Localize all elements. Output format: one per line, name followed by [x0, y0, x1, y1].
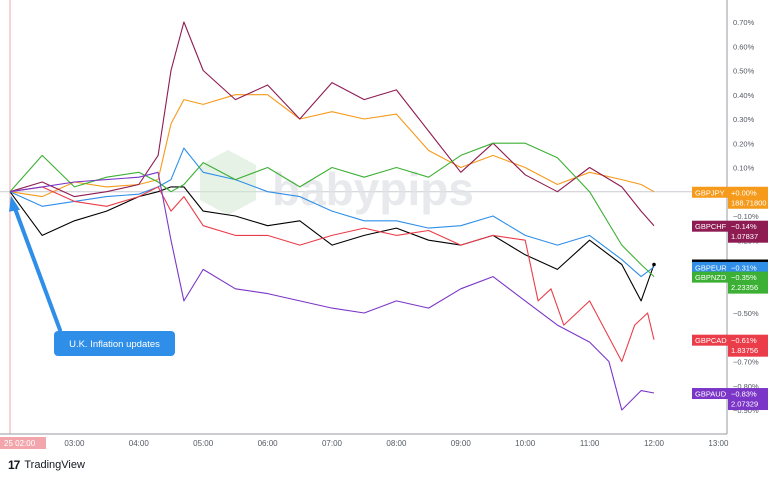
y-tick-label: −0.90% [733, 406, 759, 415]
pair-price-label: 1.07837 [731, 232, 758, 241]
pair-name-label: GBPNZD [695, 273, 727, 282]
pair-price-label: 2.07329 [731, 400, 758, 409]
y-tick-label: −0.50% [733, 309, 759, 318]
grid [0, 0, 727, 434]
y-tick-label: −0.70% [733, 358, 759, 367]
annotation-box [54, 331, 175, 356]
pair-name-label: GBPCHF [695, 222, 727, 231]
y-tick-label: −0.10% [733, 212, 759, 221]
x-tick-label: 11:00 [580, 439, 600, 448]
watermark-text: babypips [272, 163, 474, 215]
pair-percent-label: −0.14% [731, 222, 757, 231]
pair-percent-label: −0.61% [731, 336, 757, 345]
x-tick-label: 10:00 [515, 439, 536, 448]
tradingview-attribution: 17 TradingView [8, 458, 85, 472]
watermark-logo-icon [200, 150, 256, 215]
pair-percent-label: +0.00% [731, 188, 757, 197]
last-point-dot [652, 262, 656, 267]
series-line-gbpeur [9, 147, 655, 278]
y-tick-label: 0.30% [733, 115, 755, 124]
tradingview-logo-icon: 17 [8, 458, 20, 472]
annotation-arrow-line [12, 203, 62, 332]
babypips-watermark: babypips [200, 150, 474, 215]
y-tick-label: −0.80% [733, 382, 759, 391]
series-lines [9, 21, 656, 411]
pair-value-box [728, 334, 768, 357]
pair-name-box [692, 261, 728, 273]
y-tick-label: 0.60% [733, 42, 755, 51]
tradingview-label: TradingView [24, 459, 85, 471]
pair-price-label: 188.71800 [731, 198, 766, 207]
pair-percent-label: −0.31% [731, 263, 757, 272]
y-tick-label: 0.40% [733, 91, 755, 100]
pair-price-label: 2.23356 [731, 283, 758, 292]
series-price-labels: GBPJPY +0.00%188.71800 GBPCHF −0.14%1.07837… [692, 186, 768, 411]
series-line-gbpchf [9, 21, 655, 227]
pair-value-box [728, 388, 768, 411]
pair-price-label: 1.83756 [731, 346, 758, 355]
pair-value-box [728, 271, 768, 294]
x-tick-label: 06:00 [258, 439, 279, 448]
pair-percent-label: −0.35% [731, 273, 757, 282]
series-line-gbpcad [9, 186, 655, 363]
pair-name-label: GBPCAD [695, 336, 727, 345]
x-tick-label: 13:00 [708, 439, 729, 448]
x-tick-label: 05:00 [193, 439, 214, 448]
x-tick-label: 08:00 [386, 439, 407, 448]
pair-value-box [728, 186, 768, 209]
annotation-text: U.K. Inflation updates [69, 339, 160, 350]
y-tick-label: 0.20% [733, 139, 755, 148]
pair-percent-label: −0.83% [731, 390, 757, 399]
pair-name-label: GBPJPY [695, 188, 725, 197]
pair-name-box [692, 186, 728, 198]
series-line-gbpaud [9, 171, 655, 411]
y-tick-label: 0.70% [733, 18, 755, 27]
x-tick-label: 03:00 [64, 439, 85, 448]
series-line-gbpjpy [9, 94, 655, 198]
annotation-arrow-head [9, 195, 20, 212]
pair-name-box [692, 271, 728, 283]
pair-name-label: GBPEUR [695, 263, 727, 272]
x-start-label-bg [0, 437, 46, 449]
series-line-gbpusd [9, 186, 655, 302]
pair-name-box [692, 388, 728, 400]
y-tick-label: 0.10% [733, 164, 755, 173]
x-tick-label: 09:00 [451, 439, 472, 448]
x-tick-label: 12:00 [644, 439, 665, 448]
pair-name-box [692, 220, 728, 232]
x-start-label: 25 02:00 [4, 439, 36, 448]
series-line-gbpnzd [9, 142, 655, 278]
y-tick-label: 0.50% [733, 67, 755, 76]
x-tick-label: 04:00 [129, 439, 150, 448]
pair-name-box [692, 334, 728, 346]
annotation: U.K. Inflation updates [9, 195, 175, 356]
x-tick-label: 07:00 [322, 439, 343, 448]
pair-name-label: GBPAUD [695, 390, 727, 399]
pair-value-box [728, 220, 768, 243]
